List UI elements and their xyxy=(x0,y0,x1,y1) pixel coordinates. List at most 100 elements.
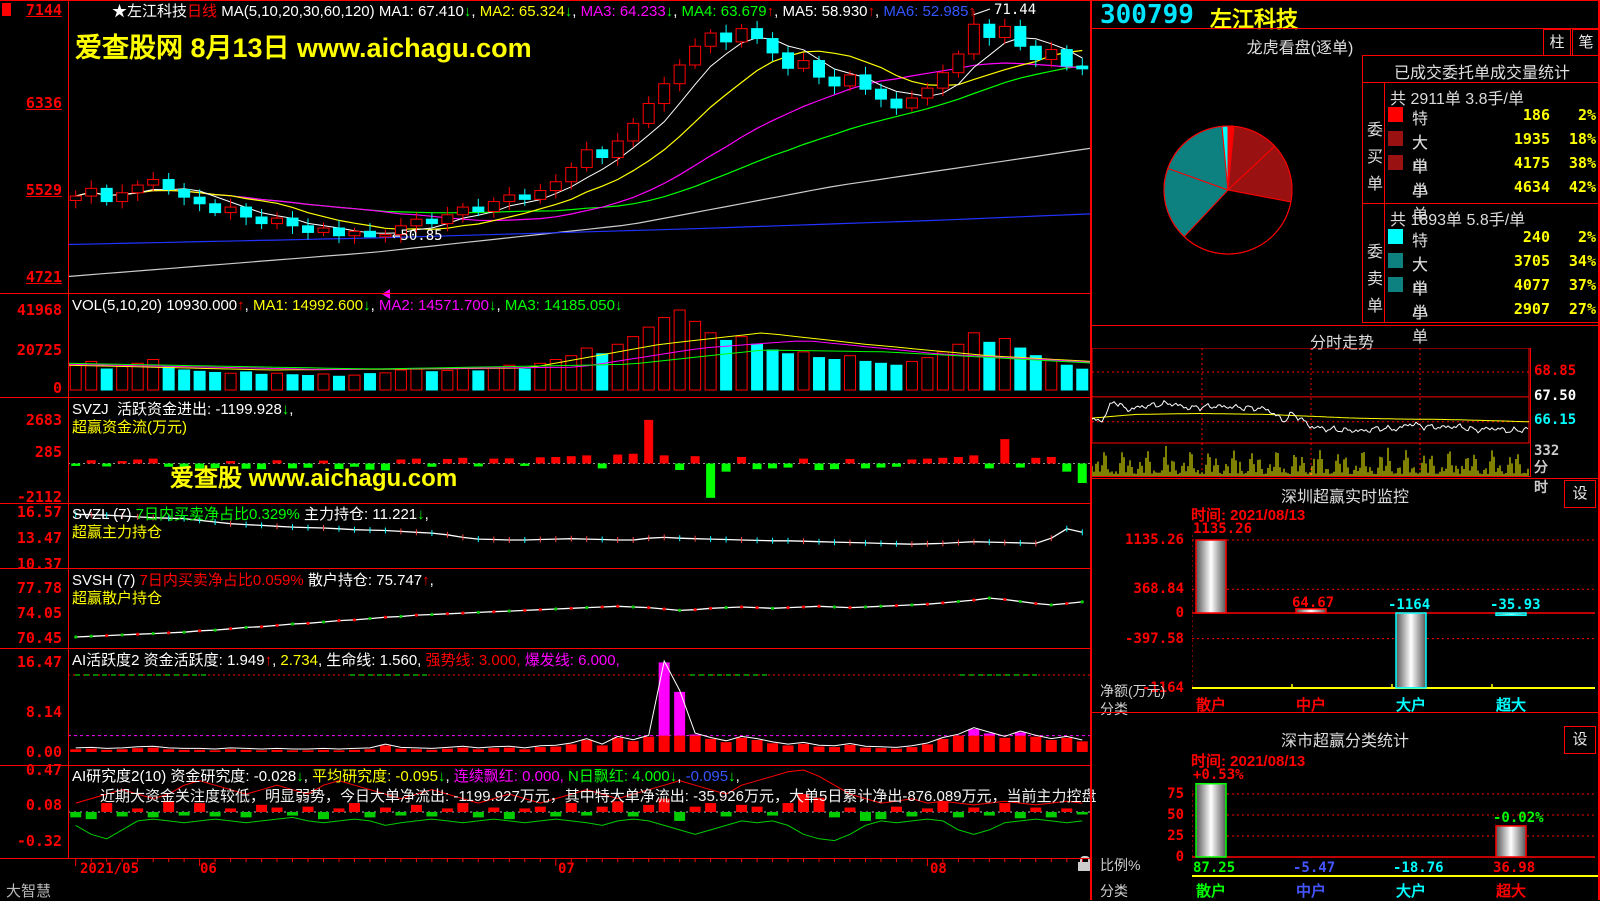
main-chart-area: ★左江科技日线 MA(5,10,20,30,60,120) MA1: 67.41… xyxy=(0,0,1097,900)
stats-value-label: -5.47 xyxy=(1293,860,1336,876)
row-value: 4077 xyxy=(1513,276,1550,294)
header-segment: ↓ xyxy=(296,768,304,785)
y-axis-label: 77.78 xyxy=(16,579,62,597)
intraday-chart[interactable] xyxy=(1092,348,1530,477)
row-swatch xyxy=(1388,131,1403,146)
header-segment: , xyxy=(303,768,313,785)
header-segment: , xyxy=(677,768,686,785)
row-swatch xyxy=(1388,277,1403,292)
monitor-caption-2: 分类 xyxy=(1100,701,1128,717)
header-segment: , xyxy=(370,297,379,314)
border-line xyxy=(1092,28,1600,29)
row-swatch xyxy=(1388,229,1403,244)
header-segment: VOL(5,10,20) 10930.000 xyxy=(72,297,238,314)
header-segment: ↓ xyxy=(728,768,736,785)
y-axis-label: 20725 xyxy=(16,341,62,359)
lock-icon[interactable] xyxy=(1078,862,1090,871)
header-segment: ↑ xyxy=(968,3,976,20)
border-line xyxy=(1384,82,1385,322)
header-segment: N日飘红: 4.000 xyxy=(568,768,670,785)
ai-research-note: 近期大资金关注度较低，明显弱势，今日大单净流出: -1199.927万元，其中特… xyxy=(100,788,1097,805)
header-segment: , xyxy=(735,768,740,785)
header-segment: , xyxy=(673,3,682,20)
header-segment: MA3: 64.233 xyxy=(580,3,666,20)
header-segment: 散户持仓: 75.747 xyxy=(303,572,423,589)
y-axis-label: 0.47 xyxy=(25,761,62,779)
border-line xyxy=(1092,476,1530,477)
row-pct: 27% xyxy=(1568,300,1596,318)
intraday-axis-label: 67.50 xyxy=(1534,388,1577,404)
order-pie-chart[interactable] xyxy=(1158,120,1298,260)
border-line xyxy=(1362,55,1363,322)
row-value: 4634 xyxy=(1513,178,1550,196)
header-segment: 连续飘红: 0.000, xyxy=(453,768,569,785)
border-line xyxy=(1598,0,1600,900)
stock-code: 300799 xyxy=(1100,0,1194,30)
row-pct: 34% xyxy=(1568,252,1596,270)
monitor-y-label: -397.58 xyxy=(1124,630,1184,647)
low-marker-icon xyxy=(382,289,390,299)
monitor-value-label: 1135.26 xyxy=(1193,521,1253,537)
border-line xyxy=(1090,0,1092,900)
header-segment: ↓ xyxy=(281,401,290,418)
monitor-bar-chart[interactable] xyxy=(1192,525,1598,691)
intraday-axis-label: 66.15 xyxy=(1534,412,1577,428)
side-label-char: 买 xyxy=(1366,149,1383,166)
svsh-header: SVSH (7) 7日内买卖净占比0.059% 散户持仓: 75.747↑, xyxy=(72,572,434,589)
status-bar: 大智慧 xyxy=(0,876,1090,900)
border-line xyxy=(1092,325,1600,326)
border-line xyxy=(1362,55,1599,56)
header-segment: , xyxy=(875,3,884,20)
stats-bar-chart[interactable] xyxy=(1192,770,1598,860)
table-title: 已成交委托单成交量统计 xyxy=(1393,65,1570,82)
y-axis-label: 4721 xyxy=(25,268,62,286)
header-segment: ↓ xyxy=(463,3,472,20)
border-line xyxy=(0,648,1090,649)
header-segment: , xyxy=(289,401,294,418)
header-segment: ↑ xyxy=(867,3,876,20)
row-value: 2907 xyxy=(1513,300,1550,318)
border-line xyxy=(0,858,1090,859)
intraday-axis-label: 分时 xyxy=(1534,460,1548,496)
header-segment: , xyxy=(429,572,434,589)
row-value: 186 xyxy=(1522,106,1550,124)
intraday-axis-label: 332 xyxy=(1534,443,1560,459)
high-annotation: 71.44 xyxy=(994,2,1037,18)
header-segment: SVZL (7) xyxy=(72,506,136,523)
side-label-char: 委 xyxy=(1366,122,1383,139)
stats-value-label: 36.98 xyxy=(1493,860,1536,876)
row-label: 小单 xyxy=(1412,305,1429,346)
svzj-subheader: 超赢资金流(万元) xyxy=(72,419,187,436)
monitor-settings-button[interactable]: 设 xyxy=(1564,480,1596,508)
stats-value-label: 87.25 xyxy=(1193,860,1236,876)
y-axis-label: 16.47 xyxy=(16,653,62,671)
ai-research-header: AI研究度2(10) 资金研究度: -0.028↓, 平均研究度: -0.095… xyxy=(72,768,740,785)
header-segment: MA6: 52.985 xyxy=(883,3,969,20)
row-pct: 2% xyxy=(1577,106,1596,124)
header-segment: 超赢主力持仓 xyxy=(72,524,163,541)
y-axis-label: -0.32 xyxy=(16,832,62,850)
monitor-category-label: 中户 xyxy=(1295,697,1326,714)
y-axis-label: -2112 xyxy=(16,488,62,506)
stats-category-label: 中户 xyxy=(1295,883,1326,900)
header-segment: 7日内买卖净占比0.329% xyxy=(135,506,300,523)
stats-settings-button[interactable]: 设 xyxy=(1564,726,1596,754)
header-segment: , xyxy=(244,297,253,314)
header-segment: , xyxy=(572,3,581,20)
monitor-y-label: 1135.26 xyxy=(1124,531,1184,548)
header-segment: ↓ xyxy=(437,768,446,785)
row-value: 4175 xyxy=(1513,154,1550,172)
y-axis-label: 0.00 xyxy=(25,743,62,761)
header-segment: MA2: 65.324 xyxy=(479,3,565,20)
header-segment: , xyxy=(774,3,783,20)
border-line xyxy=(0,568,1090,569)
volume-header: VOL(5,10,20) 10930.000↑, MA1: 14992.600↓… xyxy=(72,297,622,314)
kline-multi-panel-chart[interactable] xyxy=(0,0,1090,876)
header-segment: ↓ xyxy=(363,297,371,314)
x-axis-label: 07 xyxy=(558,861,575,877)
row-label: 中单 xyxy=(1412,159,1429,200)
monitor-caption-1: 净额(万元) xyxy=(1100,683,1166,699)
header-segment: ↑ xyxy=(237,297,245,314)
row-pct: 37% xyxy=(1568,276,1596,294)
